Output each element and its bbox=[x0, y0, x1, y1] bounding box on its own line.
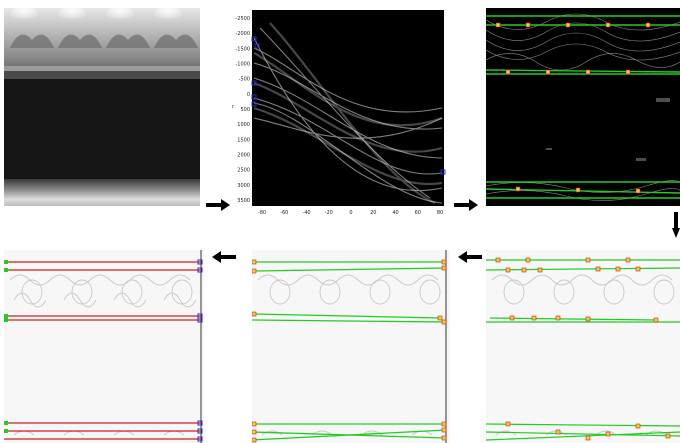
arrow-left-icon bbox=[212, 251, 236, 263]
hough-y-axis: -2500 -2000 -1500 -1000 -500 0 500 1000 1500 2000… bbox=[235, 16, 250, 204]
hough-plot-area bbox=[252, 10, 444, 206]
hough-y-tick-label: -2500 bbox=[235, 16, 250, 22]
hough-x-tick-label: 80 bbox=[437, 210, 443, 216]
hough-x-tick-label: -80 bbox=[258, 210, 266, 216]
hough-x-tick-label: 0 bbox=[349, 210, 352, 216]
hough-peak-marker bbox=[251, 101, 257, 107]
hough-y-tick-label: 1500 bbox=[237, 137, 250, 143]
hough-peak-marker bbox=[254, 43, 260, 49]
panel-final-lines bbox=[4, 250, 204, 443]
hough-x-tick-label: 40 bbox=[392, 210, 398, 216]
hough-y-tick-label: 0 bbox=[247, 92, 250, 98]
hough-x-axis: -80 -60 -40 -20 0 20 40 60 80 bbox=[258, 210, 443, 216]
hough-peak-marker bbox=[251, 80, 257, 86]
hough-y-tick-label: 2500 bbox=[237, 168, 250, 174]
panel-line-segments bbox=[486, 250, 680, 443]
panel-merged-lines bbox=[252, 250, 450, 443]
hough-y-tick-label: -500 bbox=[239, 77, 250, 83]
arrow-right-icon bbox=[206, 199, 230, 211]
hough-y-tick-label: 3500 bbox=[237, 198, 250, 204]
arrow-down-icon bbox=[672, 212, 680, 238]
hough-x-tick-label: 60 bbox=[415, 210, 421, 216]
hough-y-tick-label: 500 bbox=[240, 107, 250, 113]
panel-original-image bbox=[4, 8, 200, 206]
hough-peak-marker bbox=[251, 36, 257, 42]
hough-peak-marker bbox=[251, 94, 257, 100]
hough-peak-marker bbox=[440, 169, 446, 175]
hough-x-tick-label: 20 bbox=[370, 210, 376, 216]
hough-y-tick-label: -1000 bbox=[235, 62, 250, 68]
panel-hough-transform: -2500 -2000 -1500 -1000 -500 0 500 1000 1500 2000… bbox=[230, 8, 450, 218]
hough-y-tick-label: -1500 bbox=[235, 46, 250, 52]
hough-y-label: r bbox=[232, 104, 235, 110]
hough-x-tick-label: -20 bbox=[325, 210, 333, 216]
arrow-right-icon bbox=[454, 199, 478, 211]
hough-y-tick-label: 3000 bbox=[237, 183, 250, 189]
arrow-left-icon bbox=[458, 251, 482, 263]
hough-x-tick-label: -60 bbox=[280, 210, 288, 216]
hough-y-tick-label: -2000 bbox=[235, 31, 250, 37]
hough-x-tick-label: -40 bbox=[302, 210, 310, 216]
hough-y-tick-label: 2000 bbox=[237, 153, 250, 159]
hough-y-tick-label: 1000 bbox=[237, 122, 250, 128]
panel-edge-detection bbox=[486, 8, 680, 206]
